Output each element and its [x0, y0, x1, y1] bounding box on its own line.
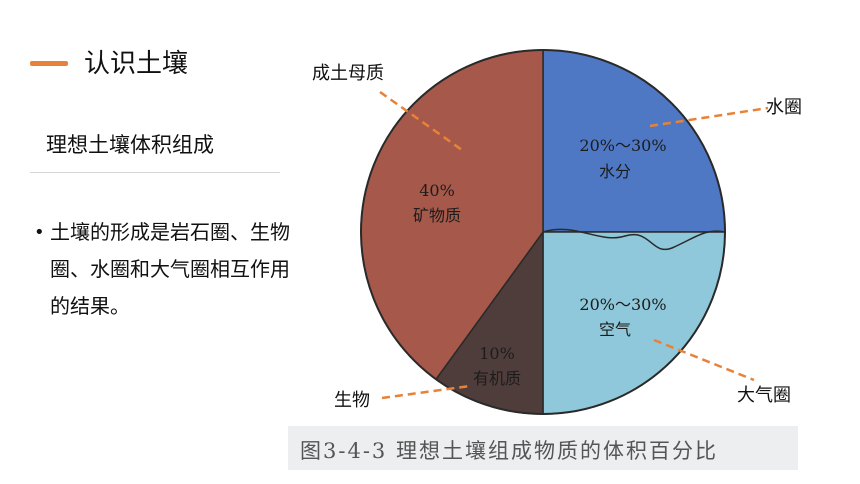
slice-label-water-percent: 20%～30%: [579, 136, 666, 155]
page-title: 认识土壤: [84, 49, 189, 79]
bullet-dot: •: [34, 222, 45, 243]
title-accent-bar: [30, 61, 68, 66]
callout-line-organism: [381, 384, 471, 400]
callout-label-water: 水圈: [766, 97, 802, 118]
slice-label-water-name: 水分: [599, 162, 631, 181]
slice-label-air-name: 空气: [599, 320, 631, 339]
caption-background: [288, 426, 798, 470]
panel-subtitle: 理想土壤体积组成: [46, 133, 214, 157]
slice-label-mineral-name: 矿物质: [413, 206, 461, 225]
callout-label-parent-material: 成土母质: [312, 63, 384, 84]
slice-labels: 20%～30% 水分 20%～30% 空气 10% 有机质 40% 矿物质: [413, 136, 667, 388]
figure-caption: 图3-4-3 理想土壤组成物质的体积百分比: [300, 439, 718, 463]
callouts: 水圈 大气圈 生物 成土母质: [312, 63, 802, 411]
pie-outline: [360, 49, 726, 415]
water-air-wave-boundary: [542, 228, 726, 251]
bullet-text: 土壤的形成是岩石圈、生物圈、水圈和大气圈相互作用的结果。: [50, 220, 290, 318]
callout-label-air: 大气圈: [737, 385, 791, 406]
slice-label-organic-name: 有机质: [473, 369, 521, 388]
bullet-point: • 土壤的形成是岩石圈、生物圈、水圈和大气圈相互作用的结果。: [34, 214, 294, 325]
callout-label-organism: 生物: [334, 390, 370, 411]
slice-label-mineral-percent: 40%: [419, 181, 455, 200]
callout-line-parent-material: [379, 90, 463, 152]
pie-slices: [360, 49, 726, 415]
slice-label-organic-percent: 10%: [479, 344, 515, 363]
slice-label-air-percent: 20%～30%: [579, 295, 666, 314]
pie-slice-air: [542, 231, 726, 415]
panel-divider: [30, 172, 280, 173]
callout-line-air: [653, 338, 755, 382]
callout-line-water: [649, 106, 769, 128]
